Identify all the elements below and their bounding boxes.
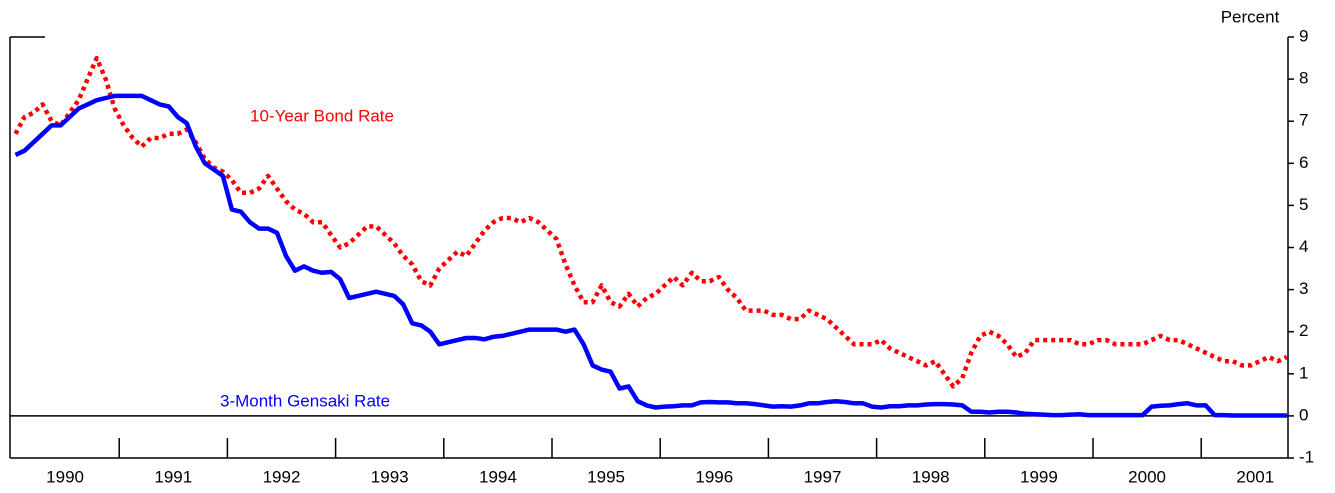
y-tick-label: 5 (1299, 195, 1308, 214)
y-tick-label: 9 (1299, 26, 1308, 45)
y-tick-label: 2 (1299, 321, 1308, 340)
x-tick-label: 1992 (263, 467, 301, 486)
series-line (13, 55, 1288, 389)
x-tick-label: 1999 (1020, 467, 1058, 486)
series-label: 10-Year Bond Rate (250, 106, 394, 125)
x-tick-label: 1990 (46, 467, 84, 486)
y-tick-label: -1 (1299, 447, 1314, 466)
series-line (14, 93, 1287, 418)
x-tick-label: 2001 (1236, 467, 1274, 486)
x-tick-label: 1994 (479, 467, 517, 486)
y-tick-label: 0 (1299, 405, 1308, 424)
x-tick-label: 1998 (912, 467, 950, 486)
y-tick-label: 1 (1299, 363, 1308, 382)
y-tick-label: 7 (1299, 111, 1308, 130)
x-tick-label: 1995 (587, 467, 625, 486)
x-tick-label: 1997 (804, 467, 842, 486)
series-label: 3-Month Gensaki Rate (220, 391, 390, 410)
x-tick-label: 1996 (695, 467, 733, 486)
x-tick-label: 2000 (1128, 467, 1166, 486)
y-tick-label: 6 (1299, 153, 1308, 172)
y-tick-label: 3 (1299, 279, 1308, 298)
x-tick-label: 1991 (154, 467, 192, 486)
x-tick-label: 1993 (371, 467, 409, 486)
y-tick-label: 8 (1299, 69, 1308, 88)
y-tick-label: 4 (1299, 237, 1308, 256)
y-axis-label: Percent (1221, 7, 1280, 26)
